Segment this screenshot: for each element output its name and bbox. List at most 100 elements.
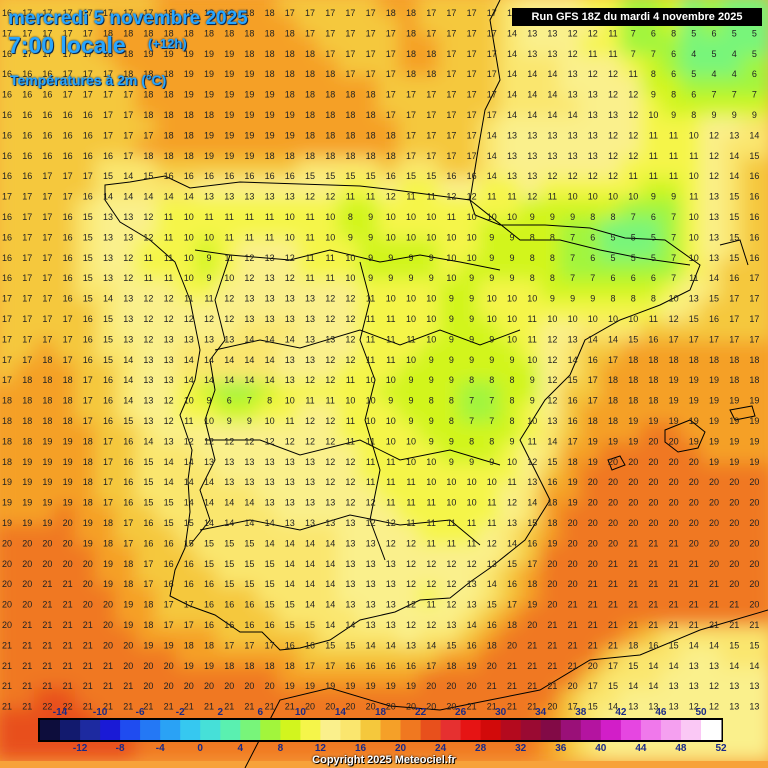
temperature-value: 18 (527, 579, 537, 589)
temperature-value: 17 (426, 8, 436, 18)
temperature-value: 10 (406, 436, 416, 446)
legend-swatch (400, 720, 421, 740)
temperature-value: 19 (244, 110, 254, 120)
temperature-value: 13 (507, 130, 517, 140)
temperature-value: 15 (305, 171, 315, 181)
temperature-value: 17 (487, 49, 497, 59)
temperature-value: 21 (42, 640, 52, 650)
temperature-value: 13 (366, 559, 376, 569)
forecast-offset: (+12h) (148, 36, 187, 51)
temperature-value: 13 (547, 49, 557, 59)
temperature-value: 20 (588, 538, 598, 548)
temperature-value: 20 (63, 538, 73, 548)
temperature-value: 10 (527, 294, 537, 304)
temperature-value: 18 (265, 151, 275, 161)
temperature-value: 13 (103, 232, 113, 242)
temperature-value: 17 (527, 559, 537, 569)
temperature-value: 20 (22, 538, 32, 548)
temperature-value: 18 (608, 396, 618, 406)
temperature-value: 19 (386, 681, 396, 691)
temperature-value: 12 (244, 436, 254, 446)
temperature-value: 11 (366, 314, 375, 324)
legend-swatch (200, 720, 221, 740)
temperature-value: 13 (507, 151, 517, 161)
temperature-value: 19 (224, 90, 234, 100)
temperature-value: 21 (527, 640, 537, 650)
temperature-value: 17 (143, 130, 153, 140)
temperature-value: 22 (42, 702, 52, 712)
temperature-value: 21 (63, 600, 73, 610)
temperature-value: 5 (732, 28, 737, 38)
temperature-value: 10 (507, 294, 517, 304)
temperature-value: 20 (426, 702, 436, 712)
temperature-value: 10 (467, 232, 477, 242)
temperature-value: 21 (487, 681, 497, 691)
temperature-value: 9 (227, 416, 232, 426)
temperature-value: 12 (446, 559, 456, 569)
temperature-value: 18 (265, 8, 275, 18)
legend-swatch (80, 720, 101, 740)
temperature-value: 14 (184, 477, 194, 487)
temperature-value: 16 (63, 110, 73, 120)
temperature-value: 9 (671, 192, 676, 202)
temperature-value: 19 (224, 110, 234, 120)
temperature-value: 19 (366, 681, 376, 691)
temperature-value: 17 (123, 110, 133, 120)
temperature-value: 5 (610, 253, 615, 263)
temperature-value: 15 (669, 640, 679, 650)
temperature-value: 20 (42, 538, 52, 548)
temperature-value: 14 (184, 457, 194, 467)
temperature-value: 7 (752, 90, 757, 100)
temperature-value: 12 (325, 375, 335, 385)
temperature-value: 17 (446, 90, 456, 100)
legend-swatch (500, 720, 522, 740)
temperature-value: 20 (608, 477, 618, 487)
temperature-value: 13 (123, 294, 133, 304)
temperature-value: 13 (285, 457, 295, 467)
temperature-value: 15 (366, 171, 376, 181)
temperature-value: 14 (265, 518, 275, 528)
legend-swatch (660, 720, 682, 740)
temperature-value: 19 (689, 396, 699, 406)
legend-label: 30 (495, 707, 507, 718)
temperature-value: 11 (447, 538, 456, 548)
legend-swatch (460, 720, 482, 740)
temperature-value: 13 (467, 600, 477, 610)
temperature-value: 17 (749, 314, 759, 324)
temperature-value: 19 (608, 436, 618, 446)
temperature-value: 10 (345, 253, 355, 263)
temperature-value: 16 (2, 273, 12, 283)
temperature-value: 10 (386, 294, 396, 304)
temperature-value: 12 (608, 151, 618, 161)
temperature-value: 14 (244, 355, 254, 365)
temperature-value: 13 (305, 457, 315, 467)
temperature-value: 11 (366, 436, 375, 446)
temperature-value: 20 (749, 559, 759, 569)
temperature-value: 15 (749, 151, 759, 161)
temperature-value: 13 (285, 375, 295, 385)
temperature-value: 17 (285, 8, 295, 18)
temperature-value: 21 (588, 620, 598, 630)
temperature-value: 18 (285, 69, 295, 79)
temperature-value: 13 (305, 314, 315, 324)
temperature-value: 20 (749, 538, 759, 548)
temperature-value: 21 (42, 681, 52, 691)
temperature-value: 12 (164, 294, 174, 304)
temperature-value: 17 (487, 110, 497, 120)
temperature-value: 14 (689, 640, 699, 650)
temperature-value: 11 (204, 294, 213, 304)
temperature-value: 16 (467, 640, 477, 650)
temperature-value: 16 (446, 171, 456, 181)
temperature-value: 13 (265, 477, 275, 487)
temperature-value: 17 (2, 375, 12, 385)
temperature-value: 20 (123, 640, 133, 650)
temperature-value: 10 (507, 457, 517, 467)
temperature-value: 18 (63, 416, 73, 426)
temperature-value: 11 (346, 416, 355, 426)
temperature-value: 20 (648, 518, 658, 528)
temperature-value: 20 (83, 579, 93, 589)
temperature-value: 18 (547, 498, 557, 508)
temperature-value: 11 (305, 396, 314, 406)
temperature-value: 13 (467, 579, 477, 589)
temperature-value: 15 (265, 579, 275, 589)
